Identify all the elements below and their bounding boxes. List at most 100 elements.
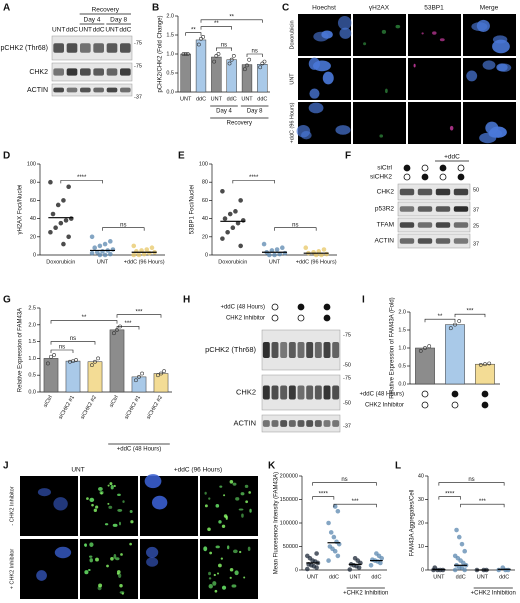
x-tick-label: UNT: [241, 96, 253, 102]
panel-letter: B: [152, 3, 159, 14]
y-axis-label: Mean Fluoresence Intensity (FAM43A): [274, 472, 280, 574]
cell: [144, 474, 162, 489]
aggregate: [239, 550, 242, 554]
group-label: Day 8: [247, 109, 263, 115]
column-header: Merge: [480, 5, 499, 12]
y-tick-label: 50000: [283, 544, 298, 550]
y-tick-label: 0: [421, 567, 424, 573]
band: [80, 87, 91, 93]
condition-dot: [421, 173, 429, 181]
x-tick-label: siCtrl: [43, 395, 54, 409]
label: ACTIN: [375, 238, 395, 245]
data-point: [136, 252, 142, 258]
aggregate: [107, 502, 110, 505]
label: ddC: [119, 27, 131, 34]
band: [297, 420, 305, 427]
cell: [118, 521, 122, 526]
cell: [208, 571, 212, 576]
y-tick-label: 100: [27, 161, 36, 167]
cell: [203, 546, 208, 552]
y-tick-label: 60: [202, 198, 208, 204]
cell: [112, 523, 118, 527]
significance-label: **: [438, 314, 443, 320]
band: [53, 87, 64, 93]
aggregate: [113, 484, 116, 488]
data-point: [108, 251, 113, 257]
band: [323, 342, 331, 358]
data-point: [46, 361, 50, 366]
panel-letter: E: [178, 151, 185, 162]
data-point: [61, 241, 66, 247]
label: -75: [134, 40, 142, 46]
label: -50: [343, 400, 351, 406]
condition-dot: [271, 303, 279, 311]
y-tick-label: 60: [30, 198, 36, 204]
y-tick-label: 0: [295, 567, 298, 573]
row-label: - CHK2 Inhibitor: [9, 486, 15, 525]
group-label: Day 4: [216, 109, 232, 115]
aggregate: [95, 557, 99, 562]
aggregate: [119, 584, 123, 588]
aggregate: [100, 492, 103, 495]
band: [435, 206, 451, 212]
x-tick-label: UNT: [349, 574, 361, 580]
label: 25: [473, 223, 479, 229]
aggregate: [213, 573, 216, 577]
label: -50: [343, 362, 351, 368]
band: [417, 222, 433, 228]
y-tick-label: 0.0: [28, 389, 36, 395]
data-point: [418, 348, 423, 353]
significance-label: ns: [468, 477, 474, 483]
data-point: [212, 59, 217, 64]
y-axis-label: γH2AX Foci/Nuclei: [18, 184, 24, 234]
band: [306, 385, 314, 400]
condition-dot: [457, 173, 465, 181]
band: [453, 238, 469, 244]
data-point: [261, 241, 267, 247]
x-tick-label: +ddC (96 Hours): [296, 259, 337, 265]
aggregate: [121, 592, 124, 595]
band: [399, 222, 415, 228]
band: [262, 385, 270, 400]
bar: [65, 360, 81, 393]
significance-bracket: [116, 314, 162, 318]
y-tick-label: 200000: [280, 473, 298, 479]
blot: [397, 233, 471, 249]
data-point: [61, 198, 66, 203]
label: -37: [343, 423, 351, 429]
significance-bracket: [333, 503, 377, 508]
cell: [84, 570, 89, 575]
significance-bracket: [274, 227, 317, 231]
panel-letter: A: [3, 3, 10, 14]
data-point: [137, 374, 141, 379]
label: UNT: [71, 467, 84, 474]
significance-label: **: [214, 21, 219, 27]
significance-bracket: [246, 53, 263, 57]
data-point: [102, 241, 108, 247]
data-point: [159, 371, 163, 376]
panel-letter: I: [362, 295, 365, 306]
band: [66, 68, 78, 76]
aggregate: [245, 500, 249, 504]
aggregate: [243, 576, 246, 579]
cell: [110, 484, 114, 490]
data-point: [352, 555, 358, 561]
cell: [146, 557, 159, 567]
cell: [118, 573, 122, 578]
aggregate: [204, 504, 208, 508]
aggregate: [214, 589, 218, 593]
aggregate: [229, 480, 234, 484]
label: 37: [473, 207, 479, 213]
y-tick-label: 150000: [280, 497, 298, 503]
cell: [385, 88, 388, 94]
cell: [89, 542, 94, 547]
aggregate: [216, 572, 220, 575]
data-point: [112, 331, 116, 336]
cell: [117, 493, 121, 497]
band: [453, 222, 469, 228]
micrograph: [200, 476, 258, 536]
y-axis-label: 53BP1 Foci/Nuclei: [190, 185, 196, 234]
bar: [475, 363, 495, 385]
y-axis-label: pCHK2/CHK2 (Fold Change): [158, 15, 164, 92]
panel-letter: K: [268, 461, 276, 472]
